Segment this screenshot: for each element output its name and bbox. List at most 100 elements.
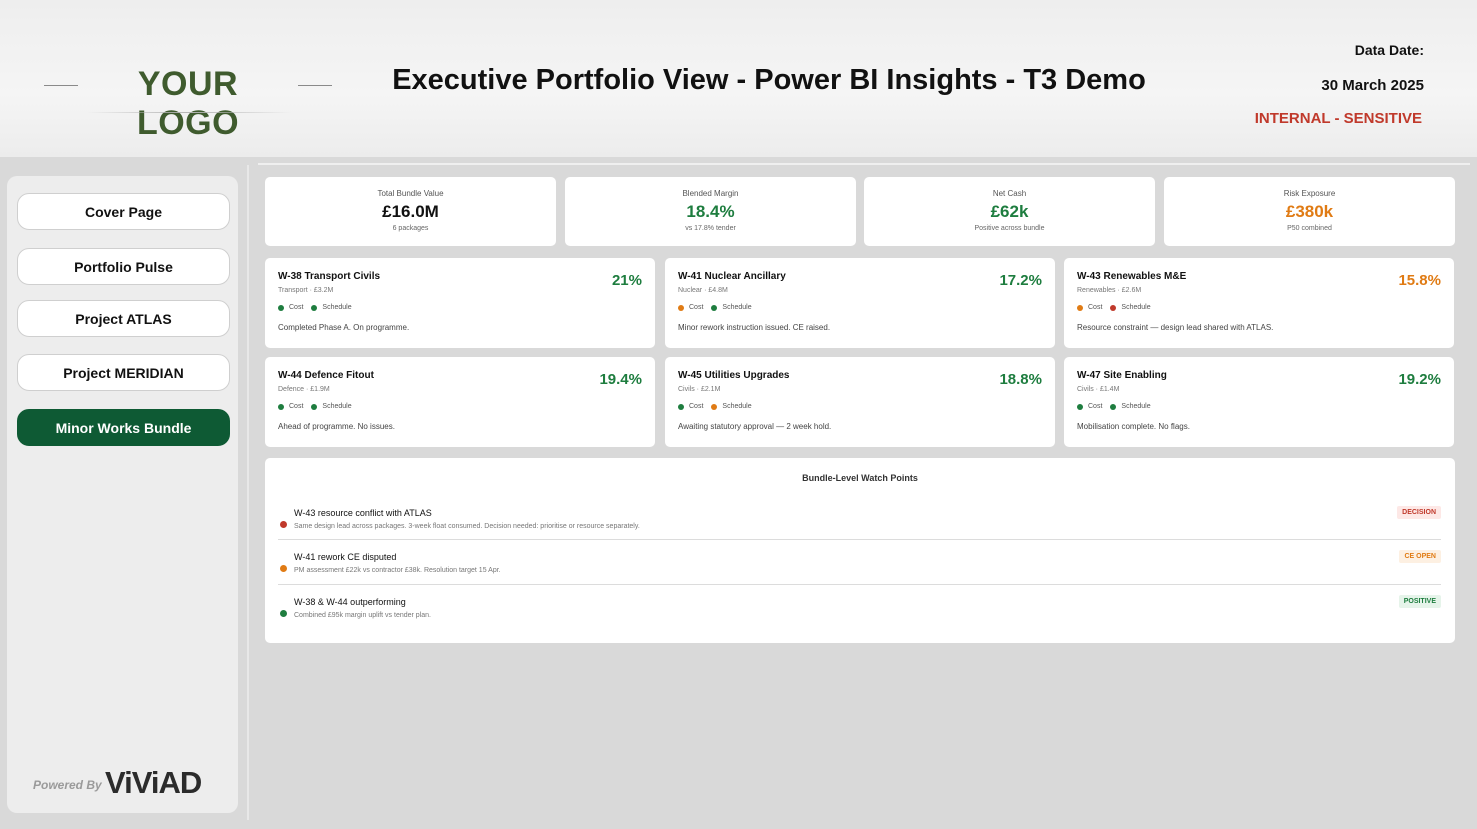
- company-logo: YOUR LOGO: [44, 62, 332, 142]
- package-card-w38[interactable]: W-38 Transport Civils Transport · £3.2M …: [265, 258, 655, 348]
- kpi-subtext: vs 17.8% tender: [685, 225, 736, 232]
- package-name: W-38 Transport Civils: [278, 271, 381, 282]
- kpi-label: Blended Margin: [682, 189, 739, 198]
- cost-label: Cost: [289, 403, 304, 410]
- cost-label: Cost: [689, 304, 704, 311]
- package-meta: Civils · £1.4M: [1077, 386, 1120, 393]
- watch-heading: W-43 resource conflict with ATLAS: [294, 508, 432, 518]
- nav-project-meridian[interactable]: Project MERIDIAN: [17, 354, 230, 391]
- nav-cover-page[interactable]: Cover Page: [17, 193, 230, 230]
- kpi-label: Net Cash: [992, 189, 1027, 198]
- kpi-value: 18.4%: [686, 202, 735, 221]
- package-status: Cost Schedule: [1077, 304, 1159, 311]
- package-margin: 18.8%: [999, 371, 1042, 388]
- package-note: Ahead of programme. No issues.: [278, 422, 395, 431]
- package-name: W-47 Site Enabling: [1077, 370, 1167, 381]
- package-name: W-41 Nuclear Ancillary: [678, 271, 786, 282]
- schedule-label: Schedule: [1121, 304, 1151, 311]
- nav-portfolio-pulse[interactable]: Portfolio Pulse: [17, 248, 230, 285]
- watch-badge: CE OPEN: [1399, 550, 1441, 563]
- kpi-value: £380k: [1285, 202, 1334, 221]
- powered-by-text: Powered By: [33, 778, 102, 792]
- kpi-value: £16.0M: [382, 202, 439, 221]
- watch-status-dot: [280, 521, 287, 528]
- package-status: Cost Schedule: [678, 304, 760, 311]
- watch-item[interactable]: W-43 resource conflict with ATLAS Same d…: [278, 504, 1441, 548]
- schedule-status-dot: [311, 304, 318, 311]
- package-note: Completed Phase A. On programme.: [278, 323, 410, 332]
- package-margin: 19.2%: [1398, 371, 1441, 388]
- kpi-subtext: 6 packages: [392, 225, 429, 232]
- watch-separator: [278, 539, 1441, 540]
- kpi-card-net-cash: Net Cash £62k Positive across bundle: [864, 177, 1155, 246]
- schedule-label: Schedule: [722, 403, 752, 410]
- package-card-w47[interactable]: W-47 Site Enabling Civils · £1.4M 19.2% …: [1064, 357, 1454, 447]
- watch-points-title: Bundle-Level Watch Points: [802, 473, 918, 483]
- nav-project-atlas[interactable]: Project ATLAS: [17, 300, 230, 337]
- cost-status-dot: [678, 304, 684, 311]
- sensitivity-label: INTERNAL - SENSITIVE: [1254, 110, 1422, 127]
- schedule-status-dot: [1110, 403, 1117, 410]
- package-note: Awaiting statutory approval — 2 week hol…: [678, 422, 832, 431]
- watch-badge: DECISION: [1397, 506, 1441, 519]
- header-divider: [258, 163, 1470, 165]
- package-meta: Civils · £2.1M: [678, 386, 721, 393]
- package-name: W-45 Utilities Upgrades: [678, 370, 790, 381]
- cost-status-dot: [278, 304, 284, 311]
- watch-points-panel: Bundle-Level Watch Points W-43 resource …: [265, 458, 1455, 643]
- package-meta: Nuclear · £4.8M: [678, 287, 728, 294]
- cost-status-dot: [1077, 403, 1083, 410]
- schedule-status-dot: [711, 403, 718, 410]
- package-note: Minor rework instruction issued. CE rais…: [678, 323, 831, 332]
- package-card-w43[interactable]: W-43 Renewables M&E Renewables · £2.6M 1…: [1064, 258, 1454, 348]
- package-card-w41[interactable]: W-41 Nuclear Ancillary Nuclear · £4.8M 1…: [665, 258, 1055, 348]
- watch-detail: PM assessment £22k vs contractor £38k. R…: [294, 567, 501, 574]
- logo-text: YOUR LOGO: [136, 65, 240, 142]
- kpi-card-risk-exposure: Risk Exposure £380k P50 combined: [1164, 177, 1455, 246]
- sidebar-nav: Cover Page Portfolio Pulse Project ATLAS…: [7, 176, 238, 813]
- watch-detail: Combined £95k margin uplift vs tender pl…: [294, 612, 431, 619]
- watch-separator: [278, 584, 1441, 585]
- package-meta: Renewables · £2.6M: [1077, 287, 1142, 294]
- watch-status-dot: [280, 610, 287, 617]
- package-margin: 21%: [611, 272, 642, 289]
- powered-by-logo: Powered By ViViAD: [33, 765, 228, 802]
- watch-item[interactable]: W-38 & W-44 outperforming Combined £95k …: [278, 593, 1441, 637]
- package-name: W-43 Renewables M&E: [1077, 271, 1187, 282]
- kpi-subtext: P50 combined: [1287, 225, 1332, 232]
- schedule-label: Schedule: [722, 304, 752, 311]
- package-card-w44[interactable]: W-44 Defence Fitout Defence · £1.9M 19.4…: [265, 357, 655, 447]
- schedule-status-dot: [311, 403, 318, 410]
- watch-heading: W-41 rework CE disputed: [294, 552, 397, 562]
- nav-minor-works-bundle[interactable]: Minor Works Bundle: [17, 409, 230, 446]
- package-margin: 17.2%: [999, 272, 1042, 289]
- package-margin: 19.4%: [599, 371, 642, 388]
- package-name: W-44 Defence Fitout: [278, 370, 374, 381]
- page-header: YOUR LOGO Executive Portfolio View - Pow…: [0, 0, 1477, 157]
- package-status: Cost Schedule: [1077, 403, 1159, 410]
- kpi-value: £62k: [990, 202, 1029, 221]
- package-status: Cost Schedule: [278, 304, 360, 311]
- package-margin: 15.8%: [1398, 272, 1441, 289]
- logo-underline: [86, 112, 292, 113]
- schedule-status-dot: [711, 304, 718, 311]
- cost-label: Cost: [689, 403, 704, 410]
- kpi-card-total-bundle-value: Total Bundle Value £16.0M 6 packages: [265, 177, 556, 246]
- package-card-w45[interactable]: W-45 Utilities Upgrades Civils · £2.1M 1…: [665, 357, 1055, 447]
- package-status: Cost Schedule: [678, 403, 760, 410]
- schedule-label: Schedule: [322, 403, 352, 410]
- cost-status-dot: [1077, 304, 1083, 311]
- watch-item[interactable]: W-41 rework CE disputed PM assessment £2…: [278, 548, 1441, 592]
- cost-label: Cost: [289, 304, 304, 311]
- watch-status-dot: [280, 565, 287, 572]
- kpi-label: Total Bundle Value: [377, 189, 444, 198]
- package-meta: Defence · £1.9M: [278, 386, 330, 393]
- package-note: Resource constraint — design lead shared…: [1077, 323, 1274, 332]
- schedule-status-dot: [1110, 304, 1117, 311]
- vendor-brand: ViViAD: [105, 765, 202, 800]
- cost-label: Cost: [1088, 304, 1103, 311]
- kpi-subtext: Positive across bundle: [974, 225, 1045, 232]
- package-meta: Transport · £3.2M: [278, 287, 334, 294]
- logo-rule-left: [44, 85, 78, 86]
- kpi-card-blended-margin: Blended Margin 18.4% vs 17.8% tender: [565, 177, 856, 246]
